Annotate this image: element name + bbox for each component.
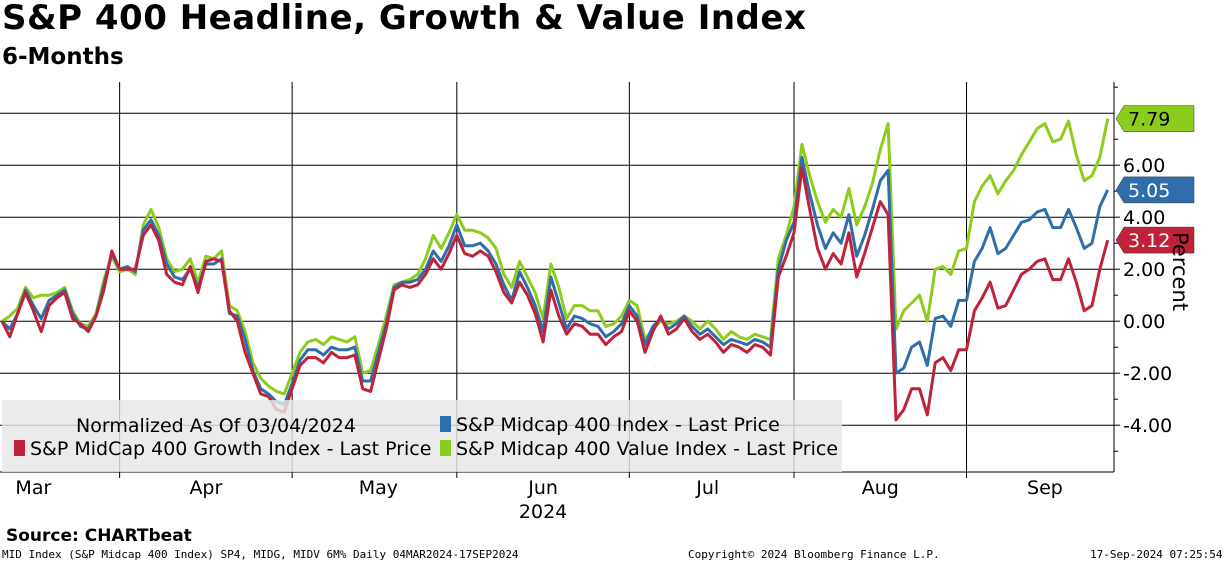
chart-subtitle: 6-Months: [2, 44, 124, 70]
legend-background: [2, 400, 842, 472]
chart-title: S&P 400 Headline, Growth & Value Index: [2, 0, 807, 38]
x-tick-label: Jun: [527, 477, 558, 499]
y-tick-label: 0.00: [1123, 311, 1165, 333]
legend-label: S&P MidCap 400 Growth Index - Last Price: [30, 438, 431, 460]
series-lines: [0, 118, 1110, 422]
x-tick-label: Aug: [862, 477, 899, 499]
y-tick-label: 6.00: [1123, 155, 1165, 177]
legend-label: S&P Midcap 400 Value Index - Last Price: [456, 438, 838, 460]
y-tick-label: -2.00: [1123, 363, 1172, 385]
footer-timestamp: 17-Sep-2024 07:25:54: [1090, 548, 1223, 561]
end-labels: 5.05 3.12 7.79: [1115, 105, 1195, 254]
x-tick-label: Jul: [695, 477, 719, 499]
end-label-value: 7.79: [1128, 109, 1170, 131]
series-line-s-p-midcap-400-growth-index-last-price: [0, 166, 1110, 422]
x-tick-label: Sep: [1027, 477, 1063, 499]
end-label-box: [1115, 105, 1195, 132]
legend-label: S&P Midcap 400 Index - Last Price: [456, 414, 780, 436]
end-label-box: [1115, 176, 1195, 204]
x-year-label: 2024: [519, 501, 567, 520]
source-note: Source: CHARTbeat: [6, 526, 192, 546]
x-axis: Mar Apr May Jun Jul Aug Sep 2024: [15, 472, 1063, 520]
legend-swatch: [14, 440, 25, 456]
chart: Normalized As Of 03/04/2024 S&P Midcap 4…: [0, 82, 1195, 520]
footer-copyright: Copyright© 2024 Bloomberg Finance L.P.: [688, 548, 940, 561]
x-tick-label: May: [359, 477, 398, 499]
series-line-s-p-midcap-400-value-index-last-price: [1, 118, 1110, 396]
series-line-s-p-midcap-400-index-last-price: [0, 155, 1110, 406]
x-tick-label: Mar: [15, 477, 51, 499]
y-tick-label: 2.00: [1123, 259, 1165, 281]
y-axis: -4.00 -2.00 0.00 2.00 4.00 6.00: [1114, 86, 1172, 452]
footer-description: MID Index (S&P Midcap 400 Index) SP4, MI…: [2, 548, 519, 561]
y-tick-label: -4.00: [1123, 415, 1172, 437]
y-tick-label: 4.00: [1123, 207, 1165, 229]
legend-header: Normalized As Of 03/04/2024: [76, 415, 356, 437]
legend-swatch: [440, 416, 451, 432]
end-label-box: [1115, 226, 1195, 254]
x-tick-label: Apr: [189, 477, 222, 499]
end-label-value: 3.12: [1128, 230, 1170, 252]
end-label-value: 5.05: [1128, 180, 1170, 202]
legend-swatch: [440, 440, 451, 456]
y-axis-label: Percent: [1168, 232, 1192, 312]
legend: Normalized As Of 03/04/2024 S&P Midcap 4…: [2, 400, 842, 472]
